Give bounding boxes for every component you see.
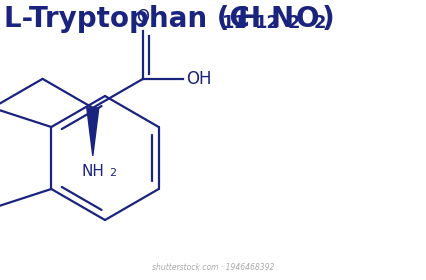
Text: 2: 2 (109, 168, 115, 178)
Text: NH: NH (81, 164, 104, 179)
Text: N: N (271, 5, 294, 33)
Text: H: H (237, 5, 261, 33)
Text: O: O (295, 5, 319, 33)
Text: 2: 2 (287, 14, 300, 32)
Text: L-Tryptophan (C: L-Tryptophan (C (4, 5, 249, 33)
Text: OH: OH (186, 70, 211, 88)
Text: 11: 11 (222, 14, 246, 32)
Text: ): ) (321, 5, 334, 33)
Text: 2: 2 (313, 14, 326, 32)
Text: shutterstock.com · 1946468392: shutterstock.com · 1946468392 (152, 263, 273, 272)
Text: NH: NH (0, 226, 2, 239)
Text: 12: 12 (254, 14, 279, 32)
Text: O: O (136, 8, 149, 26)
Polygon shape (86, 108, 98, 156)
